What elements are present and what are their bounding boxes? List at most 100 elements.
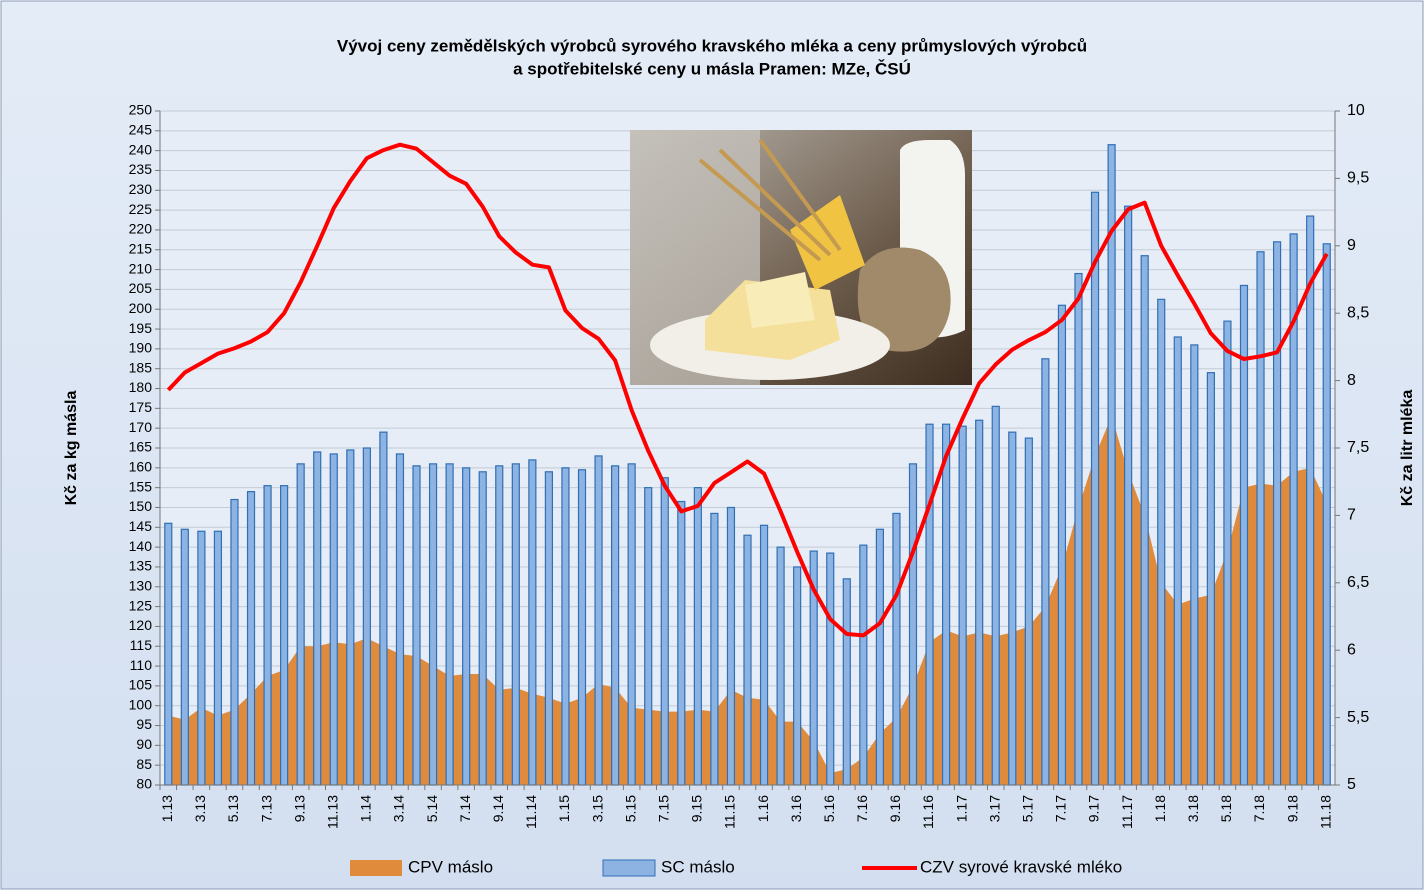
bar xyxy=(512,464,519,785)
y-tick-label: 90 xyxy=(136,736,152,752)
bar xyxy=(1191,345,1198,785)
x-tick-label: 5.16 xyxy=(821,795,837,822)
x-tick-label: 1.16 xyxy=(755,795,771,822)
y-tick-label: 145 xyxy=(129,518,153,534)
x-tick-label: 3.17 xyxy=(986,795,1002,822)
bar xyxy=(231,500,238,785)
bar xyxy=(843,579,850,785)
bar xyxy=(1141,256,1148,785)
bar xyxy=(214,531,221,785)
x-tick-label: 9.16 xyxy=(887,795,903,822)
bar xyxy=(595,456,602,785)
legend-label: SC máslo xyxy=(661,857,735,876)
bar xyxy=(1058,305,1065,785)
x-tick-label: 11.14 xyxy=(523,795,539,829)
bar xyxy=(1274,242,1281,785)
bar xyxy=(1092,192,1099,785)
y-tick-label: 205 xyxy=(129,280,153,296)
bar xyxy=(678,502,685,785)
bar xyxy=(1125,206,1132,785)
x-tick-label: 7.13 xyxy=(258,795,274,822)
bar xyxy=(380,432,387,785)
y-tick-label: 155 xyxy=(129,478,153,494)
x-tick-label: 11.16 xyxy=(920,795,936,829)
x-tick-label: 5.15 xyxy=(622,795,638,822)
y2-tick-label: 6 xyxy=(1347,641,1356,658)
x-tick-label: 7.18 xyxy=(1251,795,1267,822)
bar xyxy=(430,464,437,785)
y-tick-label: 245 xyxy=(129,122,153,138)
x-tick-label: 11.15 xyxy=(722,795,738,829)
x-tick-label: 7.15 xyxy=(655,795,671,822)
y-tick-label: 140 xyxy=(129,538,153,554)
y-tick-label: 115 xyxy=(130,637,153,653)
y-tick-label: 250 xyxy=(129,102,153,118)
bar xyxy=(529,460,536,785)
x-tick-label: 3.16 xyxy=(788,795,804,822)
y-tick-label: 220 xyxy=(129,221,153,237)
bar xyxy=(926,424,933,785)
bar xyxy=(1323,244,1330,785)
bar xyxy=(909,464,916,785)
bar xyxy=(827,553,834,785)
bar xyxy=(496,466,503,785)
bar xyxy=(628,464,635,785)
bar xyxy=(248,492,255,785)
bar xyxy=(281,486,288,785)
bar xyxy=(181,529,188,785)
x-tick-label: 5.13 xyxy=(225,795,241,822)
y-tick-label: 235 xyxy=(129,161,153,177)
bar xyxy=(645,488,652,785)
x-tick-label: 9.15 xyxy=(689,795,705,822)
y2-tick-label: 6,5 xyxy=(1347,574,1369,591)
y-tick-label: 190 xyxy=(129,340,153,356)
y-tick-label: 240 xyxy=(129,141,153,157)
bar xyxy=(1174,337,1181,785)
x-tick-label: 11.18 xyxy=(1317,795,1333,829)
y-tick-label: 120 xyxy=(129,617,153,633)
y2-tick-label: 10 xyxy=(1347,102,1365,119)
legend-swatch xyxy=(350,860,402,876)
y-tick-label: 125 xyxy=(129,597,153,613)
bar xyxy=(727,507,734,785)
y-tick-label: 160 xyxy=(129,459,153,475)
bar xyxy=(562,468,569,785)
bar xyxy=(1075,274,1082,785)
chart: 8085909510010511011512012513013514014515… xyxy=(0,0,1424,890)
x-tick-label: 1.15 xyxy=(556,795,572,822)
bar xyxy=(413,466,420,785)
y2-tick-label: 7 xyxy=(1347,507,1356,524)
x-tick-label: 3.18 xyxy=(1185,795,1201,822)
y-tick-label: 80 xyxy=(136,776,152,792)
x-tick-label: 3.13 xyxy=(192,795,208,822)
y-tick-label: 150 xyxy=(129,498,153,514)
bar xyxy=(893,513,900,785)
x-tick-label: 5.18 xyxy=(1218,795,1234,822)
bar xyxy=(579,470,586,785)
y-tick-label: 135 xyxy=(129,558,153,574)
x-tick-label: 9.13 xyxy=(291,795,307,822)
x-tick-label: 7.14 xyxy=(457,795,473,822)
bar xyxy=(661,478,668,785)
chart-title: a spotřebitelské ceny u másla Pramen: MZ… xyxy=(513,59,911,78)
bar xyxy=(976,420,983,785)
x-tick-label: 11.13 xyxy=(324,795,340,829)
y-tick-label: 175 xyxy=(129,399,153,415)
x-tick-label: 7.16 xyxy=(854,795,870,822)
bar xyxy=(463,468,470,785)
bar xyxy=(1009,432,1016,785)
chart-title: Vývoj ceny zemědělských výrobců syrového… xyxy=(337,36,1087,55)
y-tick-label: 215 xyxy=(129,240,153,256)
bar xyxy=(363,448,370,785)
y-tick-label: 95 xyxy=(136,716,152,732)
x-tick-label: 9.17 xyxy=(1086,795,1102,822)
bar xyxy=(876,529,883,785)
bar xyxy=(1224,321,1231,785)
y-tick-label: 165 xyxy=(129,439,153,455)
bar xyxy=(396,454,403,785)
y2-tick-label: 9 xyxy=(1347,237,1356,254)
bar xyxy=(959,426,966,785)
page: {"chart_data": {"type": "combo", "title"… xyxy=(0,0,1424,895)
bar xyxy=(264,486,271,785)
bar xyxy=(694,488,701,785)
